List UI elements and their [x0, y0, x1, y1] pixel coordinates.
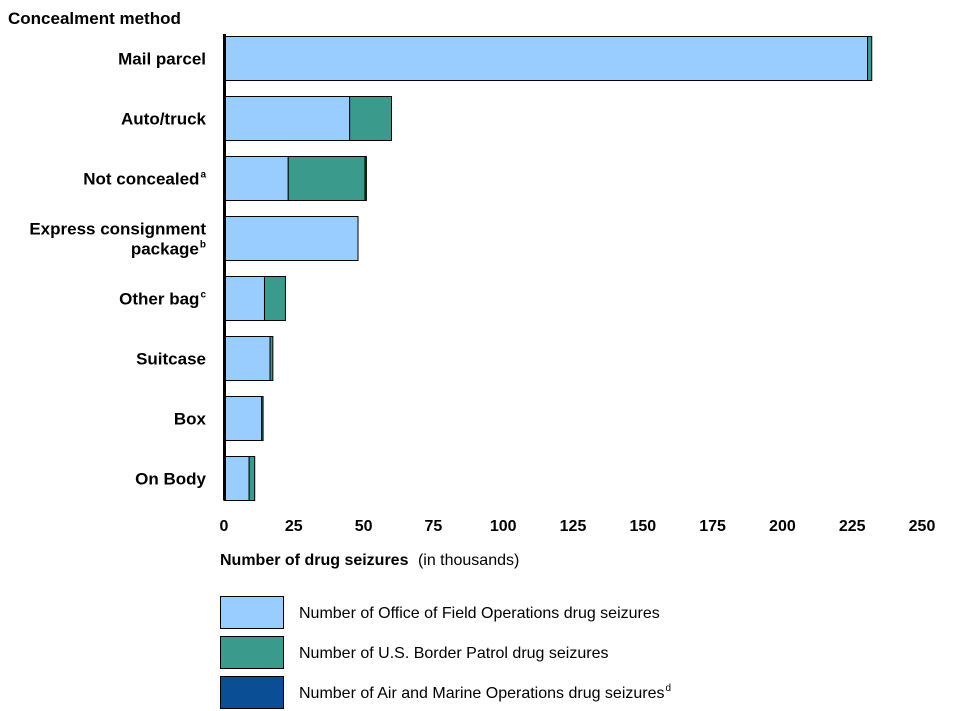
bar-row-6-series-0 [223, 396, 263, 441]
category-label-text: Express consignment [29, 220, 206, 239]
legend-label-0: Number of Office of Field Operations dru… [299, 605, 660, 622]
category-label-3-line-1: packageb [131, 240, 206, 259]
bar-row-7-series-1 [248, 456, 256, 501]
category-label-text: package [131, 240, 199, 259]
x-tick-label-4: 100 [490, 518, 517, 535]
category-label-3-line-0: Express consignment [29, 220, 206, 239]
legend: Number of Office of Field Operations dru… [220, 596, 671, 709]
category-label-text: Other bag [119, 290, 199, 309]
bar-row-3-series-0 [223, 216, 359, 261]
category-label-text: Box [174, 410, 207, 429]
category-label-0: Mail parcel [118, 50, 206, 69]
x-tick-label-3: 75 [425, 518, 443, 535]
bar-row-2-series-2 [364, 156, 367, 201]
x-tick-labels: 0 25 50 75 100 125 150 175 200 225 250 [220, 518, 936, 535]
bar-row-7-series-0 [223, 456, 250, 501]
category-label-text: On Body [135, 470, 206, 489]
category-label-text: Mail parcel [118, 50, 206, 69]
category-label-1: Auto/truck [121, 110, 207, 129]
legend-label-2: Number of Air and Marine Operations drug… [299, 683, 671, 702]
y-axis-title: Concealment method [8, 9, 181, 28]
legend-label-text: Number of Air and Marine Operations drug… [299, 685, 665, 702]
legend-label-text: Number of Office of Field Operations dru… [299, 605, 660, 622]
x-axis-title-bold: Number of drug seizures [220, 552, 409, 569]
category-labels: Mail parcel Auto/truck Not concealeda Expre… [29, 50, 206, 489]
bar-row-0-series-1 [867, 36, 873, 81]
x-tick-label-10: 250 [909, 518, 936, 535]
category-label-text: Suitcase [136, 350, 206, 369]
x-tick-label-0: 0 [220, 518, 229, 535]
bar-row-0-series-0 [223, 36, 869, 81]
legend-swatch-2 [220, 676, 284, 709]
x-tick-label-7: 175 [699, 518, 726, 535]
bar-row-4-series-0 [223, 276, 265, 321]
category-label-text: Not concealed [83, 170, 199, 189]
category-label-6: Box [174, 410, 207, 429]
category-label-7: On Body [135, 470, 206, 489]
x-tick-label-6: 150 [629, 518, 656, 535]
category-footnote-marker: c [200, 290, 206, 301]
x-tick-label-5: 125 [560, 518, 587, 535]
x-tick-label-8: 200 [769, 518, 796, 535]
category-label-4: Other bagc [119, 290, 206, 309]
bar-row-2-series-1 [287, 156, 366, 201]
x-tick-label-9: 225 [839, 518, 866, 535]
bar-row-5-series-0 [223, 336, 271, 381]
x-axis-title: Number of drug seizures (in thousands) [220, 552, 519, 569]
category-footnote-marker: b [200, 240, 206, 251]
legend-label-text: Number of U.S. Border Patrol drug seizur… [299, 645, 608, 662]
legend-label-1: Number of U.S. Border Patrol drug seizur… [299, 645, 608, 662]
bar-row-4-series-1 [263, 276, 286, 321]
legend-swatch-1 [220, 636, 284, 669]
bars-layer [223, 36, 873, 501]
x-axis-title-unit: (in thousands) [418, 552, 519, 569]
bar-row-5-series-1 [269, 336, 274, 381]
category-label-2: Not concealeda [83, 170, 206, 189]
x-tick-label-2: 50 [355, 518, 373, 535]
legend-swatch-0 [220, 596, 284, 629]
legend-footnote-marker: d [666, 683, 672, 694]
bar-row-1-series-1 [349, 96, 393, 141]
x-tick-label-1: 25 [285, 518, 303, 535]
bar-row-1-series-0 [223, 96, 351, 141]
category-label-text: Auto/truck [121, 110, 207, 129]
bar-row-2-series-0 [223, 156, 289, 201]
category-footnote-marker: a [200, 170, 206, 181]
category-label-5: Suitcase [136, 350, 206, 369]
bar-row-6-series-1 [261, 396, 264, 441]
